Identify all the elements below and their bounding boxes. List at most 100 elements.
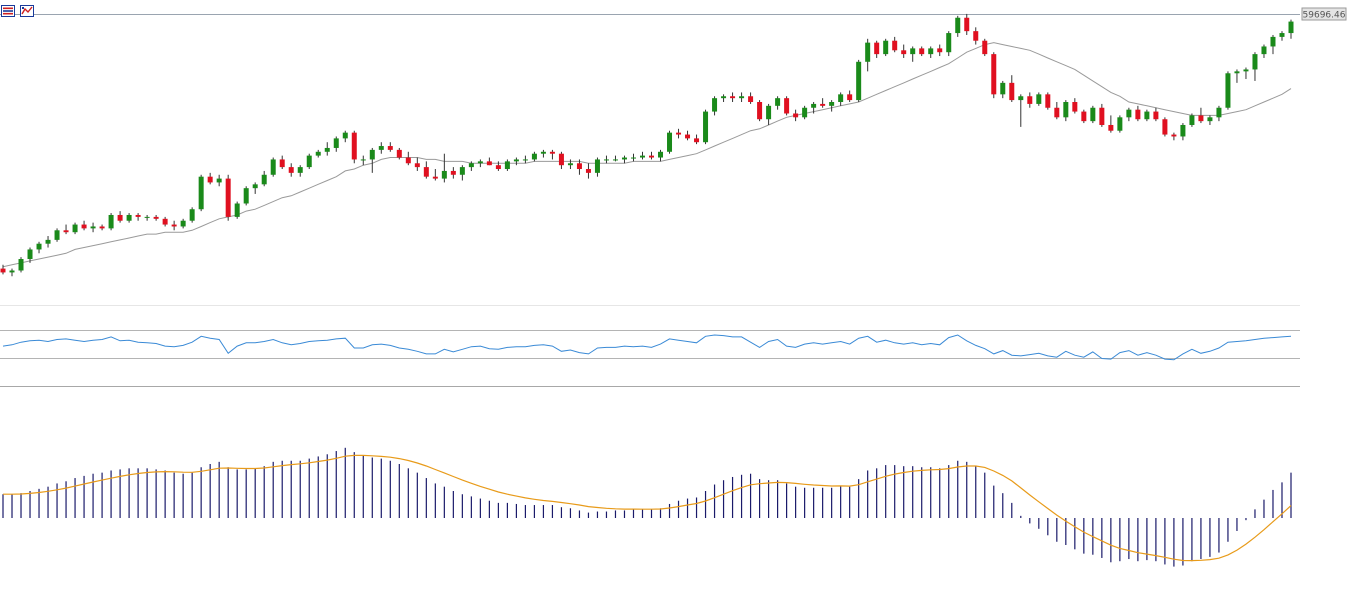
candle xyxy=(919,46,925,57)
candle-body xyxy=(685,134,691,139)
candle xyxy=(1162,117,1168,137)
candle-body xyxy=(1198,115,1204,122)
candle-body xyxy=(225,178,231,217)
candle xyxy=(342,130,348,143)
candle-body xyxy=(144,216,150,218)
candle-body xyxy=(621,157,627,160)
candle-body xyxy=(1081,111,1087,122)
candle xyxy=(865,38,871,72)
candle-body xyxy=(694,138,700,143)
candle-body xyxy=(721,96,727,99)
candle xyxy=(513,157,519,166)
candle xyxy=(1225,71,1231,110)
candle-body xyxy=(576,163,582,170)
candle xyxy=(838,92,844,106)
candle-body xyxy=(775,98,781,106)
candle xyxy=(1090,105,1096,124)
candle-body xyxy=(540,151,546,154)
price-tag-label: 59696.46 xyxy=(1303,11,1346,21)
candle-body xyxy=(1000,82,1006,95)
candle xyxy=(234,201,240,219)
ma-20-line xyxy=(2,42,1292,268)
candle-body xyxy=(306,155,312,168)
candle-body xyxy=(162,218,168,225)
candle xyxy=(847,90,853,102)
candle-body xyxy=(270,159,276,175)
candle-body xyxy=(667,132,673,152)
candle-body xyxy=(36,243,42,250)
candle-body xyxy=(703,111,709,143)
candle xyxy=(405,151,411,166)
candle-body xyxy=(928,48,934,55)
candle xyxy=(189,207,195,223)
candle xyxy=(468,161,474,171)
candle xyxy=(432,169,438,181)
candle xyxy=(1216,105,1222,122)
candle xyxy=(685,130,691,141)
candle-body xyxy=(1234,71,1240,74)
candle-body xyxy=(1189,115,1195,125)
candle-body xyxy=(63,230,69,233)
candle xyxy=(793,109,799,122)
candle xyxy=(802,105,808,120)
candle xyxy=(901,44,907,58)
candle xyxy=(315,149,321,158)
candle xyxy=(486,157,492,166)
candle xyxy=(495,161,501,171)
candle xyxy=(441,153,447,183)
candle xyxy=(1288,19,1294,39)
candle-body xyxy=(865,42,871,62)
candle-body xyxy=(1261,46,1267,55)
candle-body xyxy=(99,226,105,229)
candle-body xyxy=(594,159,600,173)
candle xyxy=(1027,92,1033,108)
candle-body xyxy=(603,159,609,161)
candle xyxy=(676,128,682,139)
candle-body xyxy=(549,151,555,154)
candle xyxy=(594,157,600,177)
candle xyxy=(1270,34,1276,55)
candle-body xyxy=(1063,102,1069,118)
candle-body xyxy=(288,167,294,173)
candle xyxy=(721,94,727,102)
candle-body xyxy=(919,48,925,55)
candle-body xyxy=(910,48,916,55)
candle-body xyxy=(441,170,447,179)
candle-body xyxy=(1036,94,1042,104)
candle-body xyxy=(261,174,267,185)
candle xyxy=(522,155,528,164)
candle xyxy=(504,159,510,171)
candle-body xyxy=(18,259,24,271)
candle-body xyxy=(72,224,78,233)
candle-body xyxy=(0,268,6,273)
candle xyxy=(1144,109,1150,122)
candle-body xyxy=(90,226,96,229)
candle-body xyxy=(324,147,330,152)
candle-body xyxy=(432,176,438,179)
candle-body xyxy=(369,149,375,160)
candle-body xyxy=(955,17,961,34)
candle xyxy=(982,38,988,57)
candle-body xyxy=(396,149,402,158)
candle-body xyxy=(567,163,573,166)
candle-body xyxy=(486,161,492,166)
candle-body xyxy=(558,153,564,166)
candle xyxy=(1009,75,1015,102)
candle xyxy=(1243,67,1249,80)
candle-body xyxy=(630,157,636,159)
candle-body xyxy=(811,103,817,108)
candle-body xyxy=(1045,94,1051,108)
candle xyxy=(387,142,393,152)
candle xyxy=(757,100,763,122)
candle-body xyxy=(1288,21,1294,34)
price-list-icon[interactable] xyxy=(1,2,15,17)
candle-body xyxy=(81,224,87,229)
candle xyxy=(1207,115,1213,125)
candle xyxy=(603,155,609,164)
candle-body xyxy=(946,33,952,53)
candle xyxy=(1045,92,1051,110)
candle-body xyxy=(901,50,907,55)
candle-body xyxy=(1108,124,1114,131)
candle xyxy=(117,211,123,223)
chart-properties-icon[interactable] xyxy=(20,2,34,17)
